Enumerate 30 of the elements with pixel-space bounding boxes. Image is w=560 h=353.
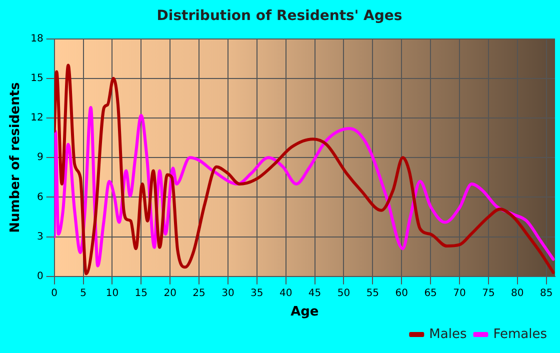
legend-label: Males — [429, 326, 467, 342]
y-axis-title: Number of residents — [8, 82, 24, 233]
x-tick-label: 80 — [511, 288, 524, 299]
x-tick-label: 0 — [51, 288, 58, 299]
chart-title: Distribution of Residents' Ages — [156, 8, 402, 24]
x-axis-title: Age — [290, 304, 319, 320]
x-tick-label: 70 — [453, 288, 466, 299]
x-tick-label: 15 — [134, 288, 148, 299]
x-tick-label: 55 — [366, 288, 380, 299]
x-tick-label: 25 — [192, 288, 206, 299]
x-tick-label: 75 — [482, 288, 495, 299]
x-tick-label: 45 — [308, 288, 322, 299]
x-tick-label: 30 — [222, 288, 234, 299]
y-tick-label: 0 — [36, 270, 44, 282]
y-tick-label: 6 — [36, 192, 44, 203]
x-tick-label: 35 — [250, 288, 264, 299]
y-tick-label: 18 — [30, 33, 44, 44]
x-tick-label: 65 — [424, 288, 437, 299]
y-tick-label: 12 — [30, 112, 44, 124]
x-tick-label: 85 — [540, 288, 553, 299]
x-tick-label: 5 — [80, 288, 86, 299]
x-tick-label: 40 — [279, 288, 292, 299]
x-tick-label: 60 — [395, 288, 408, 299]
x-tick-label: 10 — [106, 288, 119, 299]
y-tick-label: 3 — [36, 231, 44, 242]
y-tick-label: 9 — [36, 152, 44, 164]
x-tick-label: 50 — [337, 288, 350, 299]
y-tick-label: 15 — [30, 72, 44, 84]
x-tick-label: 20 — [164, 288, 176, 299]
legend-label: Females — [493, 326, 548, 342]
